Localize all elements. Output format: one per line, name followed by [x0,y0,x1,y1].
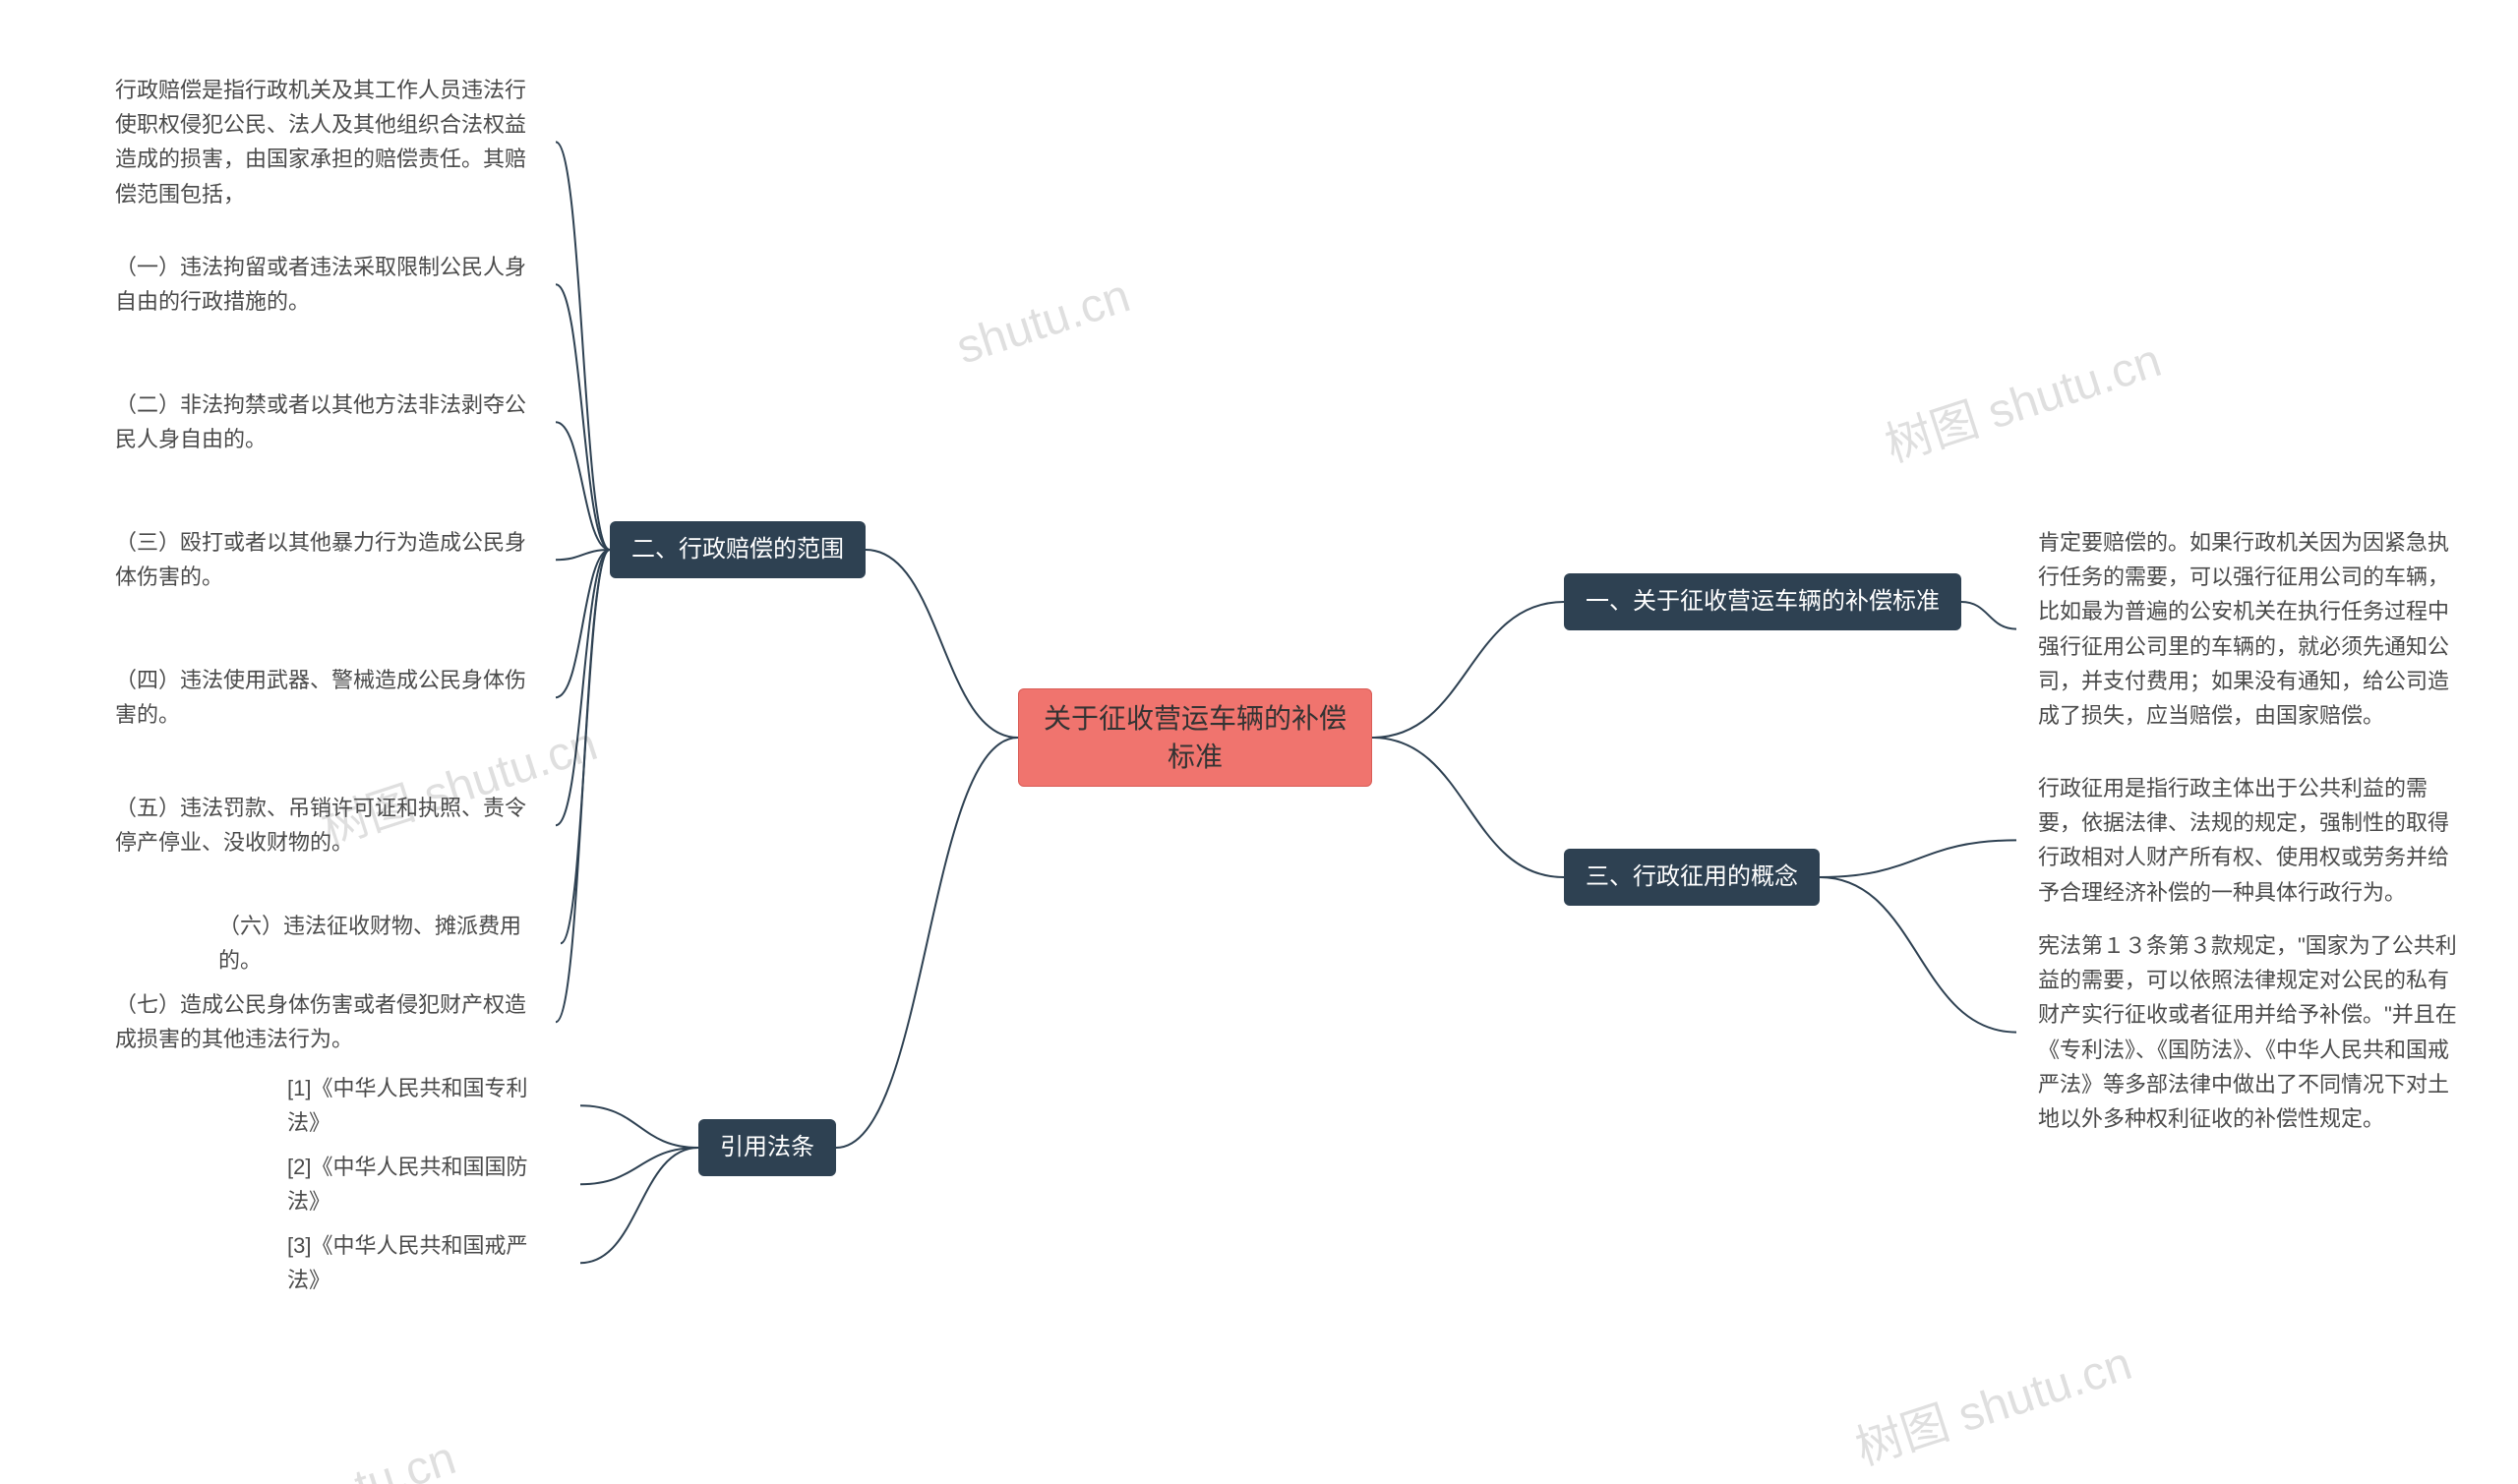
root-node: 关于征收营运车辆的补偿标准 [1018,688,1372,787]
leaf-node-l2_0: 行政赔偿是指行政机关及其工作人员违法行使职权侵犯公民、法人及其他组织合法权益造成… [93,59,556,225]
watermark: 树图 shutu.cn [1875,322,2168,475]
watermark: shutu.cn [950,268,1137,375]
branch-node-b1: 一、关于征收营运车辆的补偿标准 [1564,573,1961,630]
leaf-node-l2_1: （一）违法拘留或者违法采取限制公民人身自由的行政措施的。 [93,236,556,332]
leaf-node-l2_7: （七）造成公民身体伤害或者侵犯财产权造成损害的其他违法行为。 [93,974,556,1070]
leaf-node-l2_2: （二）非法拘禁或者以其他方法非法剥夺公民人身自由的。 [93,374,556,470]
leaf-node-l1_1: 肯定要赔偿的。如果行政机关因为因紧急执行任务的需要，可以强行征用公司的车辆，比如… [2016,511,2488,746]
leaf-node-l2_4: （四）违法使用武器、警械造成公民身体伤害的。 [93,649,556,745]
leaf-node-l3_2: 宪法第１３条第３款规定，"国家为了公共利益的需要，可以依照法律规定对公民的私有财… [2016,915,2488,1150]
leaf-node-l2_3: （三）殴打或者以其他暴力行为造成公民身体伤害的。 [93,511,556,608]
watermark: 树图 shutu.cn [1845,1325,2138,1478]
leaf-node-l2_5: （五）违法罚款、吊销许可证和执照、责令停产停业、没收财物的。 [93,777,556,873]
leaf-node-l4_3: [3]《中华人民共和国戒严法》 [266,1215,580,1311]
branch-node-b2: 二、行政赔偿的范围 [610,521,866,578]
watermark: tu.cn [348,1431,462,1484]
branch-node-b4: 引用法条 [698,1119,836,1176]
branch-node-b3: 三、行政征用的概念 [1564,849,1820,906]
leaf-node-l3_1: 行政征用是指行政主体出于公共利益的需要，依据法律、法规的规定，强制性的取得行政相… [2016,757,2488,923]
